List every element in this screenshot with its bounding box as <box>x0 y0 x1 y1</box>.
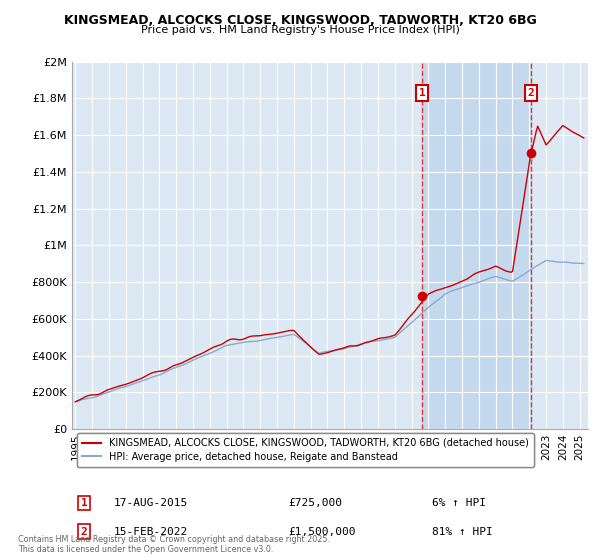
Text: 1: 1 <box>419 88 425 98</box>
Text: 17-AUG-2015: 17-AUG-2015 <box>114 498 188 508</box>
Text: 6% ↑ HPI: 6% ↑ HPI <box>432 498 486 508</box>
Bar <box>422 62 531 429</box>
Legend: KINGSMEAD, ALCOCKS CLOSE, KINGSWOOD, TADWORTH, KT20 6BG (detached house), HPI: A: KINGSMEAD, ALCOCKS CLOSE, KINGSWOOD, TAD… <box>77 433 533 466</box>
Text: £1,500,000: £1,500,000 <box>288 526 355 536</box>
Text: £725,000: £725,000 <box>288 498 342 508</box>
Text: 2: 2 <box>528 88 535 98</box>
Text: 15-FEB-2022: 15-FEB-2022 <box>114 526 188 536</box>
Text: 2: 2 <box>80 526 88 536</box>
Text: Price paid vs. HM Land Registry's House Price Index (HPI): Price paid vs. HM Land Registry's House … <box>140 25 460 35</box>
Text: KINGSMEAD, ALCOCKS CLOSE, KINGSWOOD, TADWORTH, KT20 6BG: KINGSMEAD, ALCOCKS CLOSE, KINGSWOOD, TAD… <box>64 14 536 27</box>
Text: 81% ↑ HPI: 81% ↑ HPI <box>432 526 493 536</box>
Text: Contains HM Land Registry data © Crown copyright and database right 2025.
This d: Contains HM Land Registry data © Crown c… <box>18 535 330 554</box>
Text: 1: 1 <box>80 498 88 508</box>
